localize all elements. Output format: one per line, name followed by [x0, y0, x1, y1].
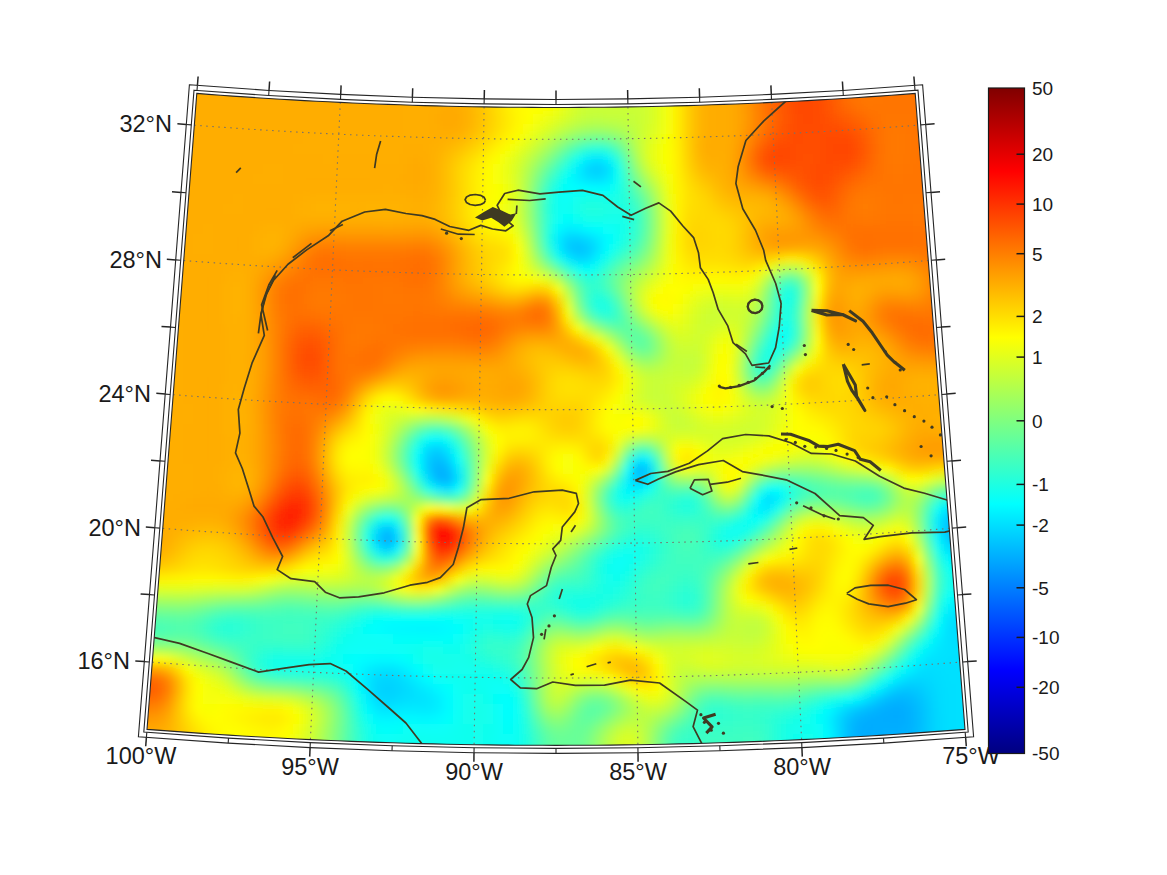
svg-text:28°N: 28°N	[109, 247, 162, 273]
svg-text:20°N: 20°N	[88, 515, 141, 541]
svg-text:2: 2	[1032, 306, 1043, 327]
svg-text:85°W: 85°W	[609, 759, 668, 785]
svg-text:16°N: 16°N	[77, 648, 130, 674]
svg-text:-20: -20	[1032, 677, 1059, 698]
svg-text:-50: -50	[1032, 743, 1059, 764]
svg-text:100°W: 100°W	[106, 743, 178, 769]
svg-text:0: 0	[1032, 411, 1043, 432]
svg-text:50: 50	[1032, 78, 1053, 99]
svg-text:32°N: 32°N	[119, 111, 172, 137]
svg-text:-5: -5	[1032, 578, 1049, 599]
svg-text:-1: -1	[1032, 474, 1049, 495]
svg-text:24°N: 24°N	[98, 381, 151, 407]
svg-text:80°W: 80°W	[773, 754, 832, 780]
svg-text:95°W: 95°W	[281, 754, 340, 780]
svg-text:90°W: 90°W	[445, 759, 504, 785]
svg-text:20: 20	[1032, 144, 1053, 165]
svg-text:-10: -10	[1032, 627, 1059, 648]
svg-text:-2: -2	[1032, 515, 1049, 536]
svg-text:10: 10	[1032, 194, 1053, 215]
svg-text:5: 5	[1032, 244, 1043, 265]
svg-text:1: 1	[1032, 347, 1043, 368]
